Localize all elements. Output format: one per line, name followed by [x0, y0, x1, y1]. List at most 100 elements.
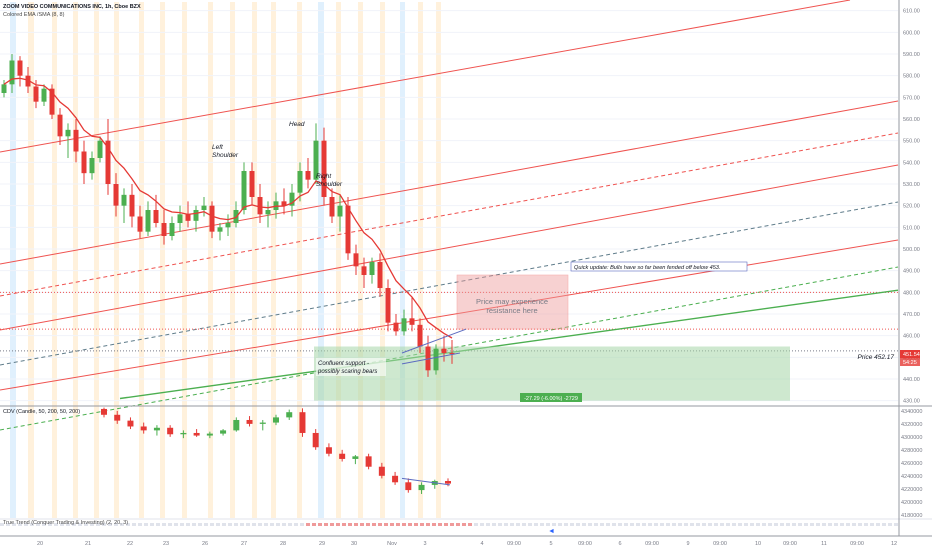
- trend-cell: [204, 523, 208, 526]
- candle-body: [129, 194, 135, 217]
- trend-cell: [756, 523, 760, 526]
- trend-cell: [726, 523, 730, 526]
- cdv-body: [392, 475, 399, 483]
- support-note: Confluent support -: [318, 361, 369, 367]
- true-trend-title: True Trend (Conquer Trading & Investing)…: [3, 520, 128, 526]
- trend-cell: [882, 523, 886, 526]
- session-stripe: [400, 2, 405, 518]
- session-stripe: [10, 2, 16, 518]
- cdv-body: [140, 426, 147, 431]
- trend-cell: [450, 523, 454, 526]
- candle-body: [225, 223, 231, 228]
- time-tick: 23: [163, 541, 169, 547]
- candle-body: [33, 86, 39, 102]
- trend-cell: [510, 523, 514, 526]
- trend-cell: [804, 523, 808, 526]
- cdv-body: [127, 420, 134, 427]
- resistance-zone: [456, 274, 569, 330]
- price-tick: 440.00: [903, 377, 920, 383]
- cdv-panel-title: CDV (Candle, 50, 200, 50, 200): [3, 409, 80, 415]
- price-label: Price 452.17: [858, 354, 895, 361]
- time-tick: 3: [423, 541, 426, 547]
- trend-cell: [630, 523, 634, 526]
- session-stripe: [73, 2, 78, 518]
- cdv-body: [114, 414, 121, 421]
- trend-cell: [438, 523, 442, 526]
- trend-cell: [12, 523, 16, 526]
- trend-cell: [702, 523, 706, 526]
- cdv-body: [153, 427, 160, 431]
- trend-cell: [396, 523, 400, 526]
- candle-body: [73, 129, 79, 152]
- candle-body: [281, 201, 287, 206]
- candle-body: [81, 151, 87, 174]
- trend-cell: [30, 523, 34, 526]
- cdv-body: [365, 456, 372, 467]
- cdv-body: [378, 466, 385, 476]
- price-tick: 610.00: [903, 9, 920, 15]
- time-tick: 20: [37, 541, 43, 547]
- trend-cell: [684, 523, 688, 526]
- trend-cell: [888, 523, 892, 526]
- cdv-body: [286, 412, 293, 418]
- price-tick: 470.00: [903, 312, 920, 318]
- trend-cell: [426, 523, 430, 526]
- trend-cell: [720, 523, 724, 526]
- right-shoulder-label: Right: [316, 173, 332, 180]
- cdv-body: [246, 419, 253, 424]
- trend-cell: [150, 523, 154, 526]
- trend-cell: [288, 523, 292, 526]
- trend-cell: [270, 523, 274, 526]
- trend-cell: [294, 523, 298, 526]
- trend-cell: [576, 523, 580, 526]
- price-tick: 590.00: [903, 52, 920, 58]
- time-tick: 09:00: [645, 541, 659, 547]
- trend-cell: [66, 523, 70, 526]
- trend-cell: [36, 523, 40, 526]
- trend-cell: [846, 523, 850, 526]
- trend-cell: [654, 523, 658, 526]
- cdv-body: [405, 482, 412, 491]
- price-tick: 580.00: [903, 74, 920, 80]
- candle-body: [353, 253, 359, 267]
- trend-cell: [696, 523, 700, 526]
- trend-cell: [138, 523, 142, 526]
- trend-cell: [486, 523, 490, 526]
- ema-line: [3, 77, 453, 339]
- trend-cell: [162, 523, 166, 526]
- price-tick: 570.00: [903, 95, 920, 101]
- trend-cell: [246, 523, 250, 526]
- trend-cell: [156, 523, 160, 526]
- trend-cell: [300, 523, 304, 526]
- trend-cell: [420, 523, 424, 526]
- session-stripe: [94, 2, 99, 518]
- trend-cell: [348, 523, 352, 526]
- candle-body: [313, 140, 319, 180]
- session-stripe: [52, 2, 57, 518]
- candle-body: [369, 262, 375, 275]
- trend-cell: [54, 523, 58, 526]
- time-tag: 54:25: [903, 360, 917, 366]
- cdv-body: [193, 432, 200, 436]
- trend-cell: [534, 523, 538, 526]
- trend-cell: [216, 523, 220, 526]
- candle-body: [409, 318, 415, 325]
- trend-cell: [516, 523, 520, 526]
- trend-cell: [126, 523, 130, 526]
- trend-cell: [102, 523, 106, 526]
- time-tick: 26: [202, 541, 208, 547]
- price-tick: 550.00: [903, 139, 920, 145]
- trend-cell: [366, 523, 370, 526]
- session-stripe: [28, 2, 34, 518]
- trend-cell: [894, 523, 898, 526]
- nav-arrow-icon: ◄: [548, 528, 555, 535]
- time-tick: 9: [686, 541, 689, 547]
- trend-cell: [228, 523, 232, 526]
- trend-cell: [648, 523, 652, 526]
- trend-cell: [606, 523, 610, 526]
- trend-cell: [324, 523, 328, 526]
- cdv-tick: 4340000: [901, 409, 922, 415]
- candle-body: [121, 194, 127, 206]
